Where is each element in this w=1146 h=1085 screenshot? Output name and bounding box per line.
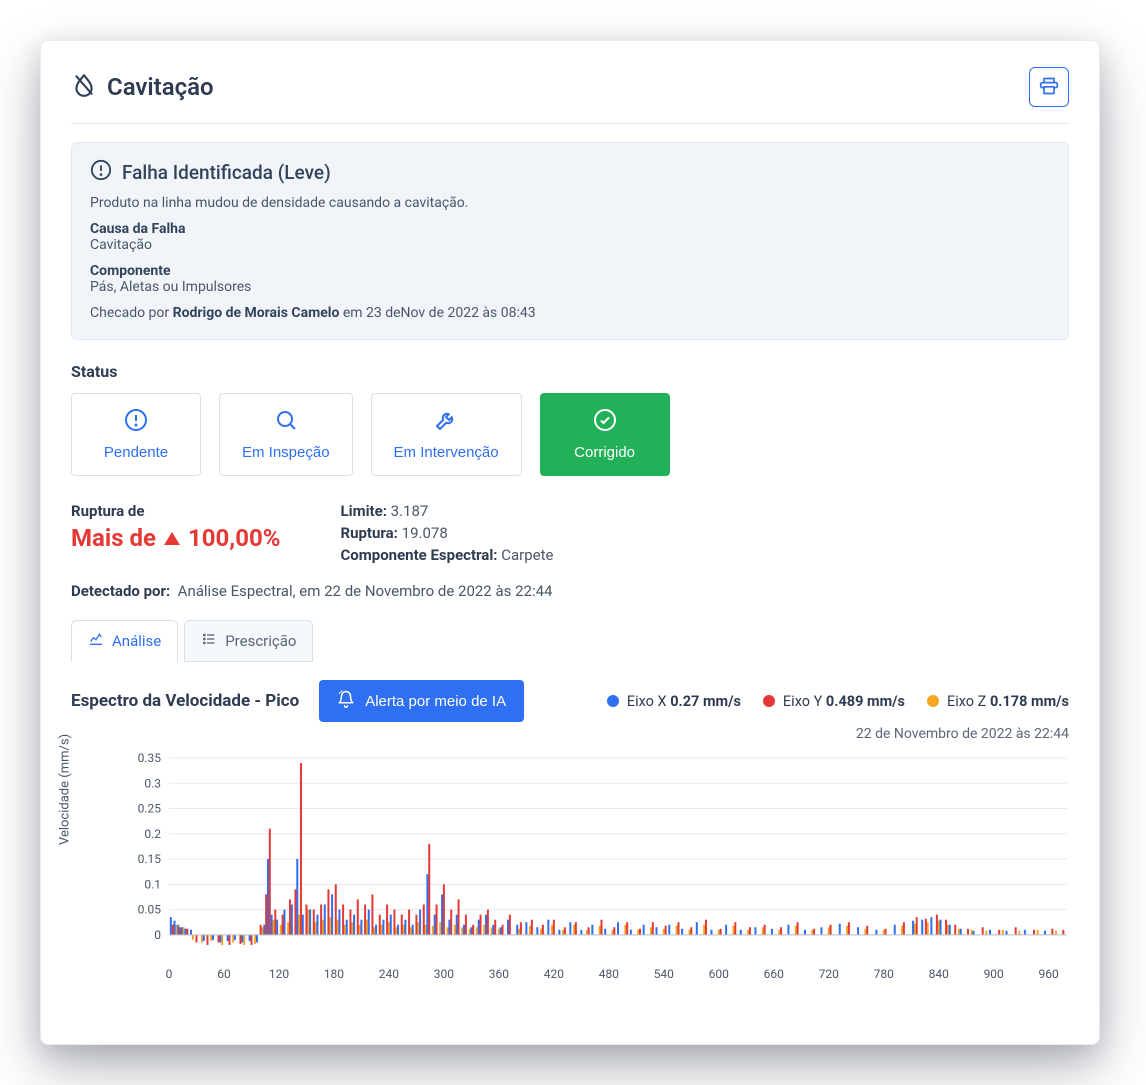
svg-text:660: 660	[764, 967, 784, 981]
tab-prescricao[interactable]: Prescrição	[184, 620, 313, 662]
alert-circle-icon	[90, 159, 112, 185]
chart-header: Espectro da Velocidade - Pico Alerta por…	[71, 680, 1069, 722]
svg-text:360: 360	[489, 967, 509, 981]
status-intervencao[interactable]: Em Intervenção	[371, 393, 522, 476]
status-pendente[interactable]: Pendente	[71, 393, 201, 476]
status-corrigido[interactable]: Corrigido	[540, 393, 670, 476]
detected-by: Detectado por: Análise Espectral, em 22 …	[71, 582, 1069, 600]
limit-values: Limite: 3.187 Ruptura: 19.078 Componente E…	[340, 502, 553, 568]
svg-text:60: 60	[217, 967, 231, 981]
metric-kv: Ruptura: 19.078	[340, 524, 553, 542]
print-icon	[1039, 76, 1059, 99]
status-label: Em Intervenção	[394, 444, 499, 461]
ruptura-label: Ruptura de	[71, 502, 280, 520]
svg-text:0: 0	[166, 967, 173, 981]
tabs-row: AnálisePrescrição	[71, 620, 1069, 662]
status-inspecao[interactable]: Em Inspeção	[219, 393, 353, 476]
fault-info-panel: Falha Identificada (Leve) Produto na lin…	[71, 142, 1069, 340]
clock-icon	[124, 408, 148, 436]
chart-line-icon	[88, 631, 104, 651]
tab-analise[interactable]: Análise	[71, 620, 178, 662]
chart-timestamp: 22 de Novembro de 2022 às 22:44	[71, 726, 1069, 742]
panel-description: Produto na linha mudou de densidade caus…	[90, 195, 1050, 211]
svg-text:720: 720	[819, 967, 839, 981]
status-label: Em Inspeção	[242, 444, 330, 461]
status-row: Pendente Em Inspeção Em Intervenção Corrigi…	[71, 393, 1069, 476]
droplet-off-icon	[71, 72, 97, 102]
svg-text:0.05: 0.05	[138, 903, 162, 917]
svg-text:840: 840	[929, 967, 949, 981]
status-label: Corrigido	[574, 444, 635, 461]
metrics-row: Ruptura de Mais de 100,00% Limite: 3.187…	[71, 502, 1069, 568]
chart-ylabel: Velocidade (mm/s)	[58, 734, 73, 845]
svg-text:540: 540	[654, 967, 674, 981]
svg-text:420: 420	[544, 967, 564, 981]
legend-item: Eixo Z 0.178 mm/s	[927, 693, 1069, 710]
check-icon	[593, 408, 617, 436]
legend-dot	[927, 695, 939, 707]
spectrum-chart: 0 0.05 0.1 0.15 0.2 0.25 0.3 0.35 0 60 120 180 240 30…	[71, 750, 1071, 1010]
page-title: Cavitação	[107, 73, 214, 101]
svg-text:0.3: 0.3	[144, 776, 161, 790]
cause-value: Cavitação	[90, 237, 1050, 253]
legend-item: Eixo X 0.27 mm/s	[607, 693, 741, 710]
svg-text:0.15: 0.15	[138, 852, 162, 866]
legend-item: Eixo Y 0.489 mm/s	[763, 693, 905, 710]
legend-dot	[607, 695, 619, 707]
header: Cavitação	[71, 67, 1069, 124]
svg-text:240: 240	[379, 967, 399, 981]
svg-text:0.35: 0.35	[138, 751, 162, 765]
svg-text:0.25: 0.25	[138, 802, 162, 816]
svg-text:480: 480	[599, 967, 619, 981]
list-icon	[201, 631, 217, 651]
print-button[interactable]	[1029, 67, 1069, 107]
component-value: Pás, Aletas ou Impulsores	[90, 279, 1050, 295]
svg-text:960: 960	[1039, 967, 1059, 981]
chart-title: Espectro da Velocidade - Pico	[71, 691, 299, 711]
legend-dot	[763, 695, 775, 707]
svg-text:0: 0	[154, 928, 161, 942]
svg-text:300: 300	[434, 967, 454, 981]
ai-alert-button[interactable]: Alerta por meio de IA	[319, 680, 524, 722]
bell-icon	[337, 690, 355, 712]
component-label: Componente	[90, 263, 1050, 279]
cause-label: Causa da Falha	[90, 221, 1050, 237]
triangle-up-icon	[164, 532, 180, 545]
search-icon	[274, 408, 298, 436]
svg-text:0.1: 0.1	[144, 877, 161, 891]
svg-text:780: 780	[874, 967, 894, 981]
status-section-label: Status	[71, 362, 1069, 381]
svg-text:0.2: 0.2	[144, 827, 161, 841]
main-card: Cavitação Falha Identificada (Leve) Prod…	[40, 40, 1100, 1045]
svg-text:600: 600	[709, 967, 729, 981]
svg-text:900: 900	[984, 967, 1004, 981]
svg-text:180: 180	[324, 967, 344, 981]
checked-by: Checado por Rodrigo de Morais Camelo em …	[90, 305, 1050, 321]
ruptura-value: Mais de 100,00%	[71, 524, 280, 552]
chart-container: Velocidade (mm/s) 00.050.10.150.20.250.3…	[71, 750, 1069, 1014]
wrench-icon	[434, 408, 458, 436]
metric-kv: Limite: 3.187	[340, 502, 553, 520]
panel-title: Falha Identificada (Leve)	[122, 161, 331, 184]
metric-kv: Componente Espectral: Carpete	[340, 546, 553, 564]
chart-legend: Eixo X 0.27 mm/s Eixo Y 0.489 mm/s Eixo Z …	[607, 693, 1069, 710]
svg-text:120: 120	[269, 967, 289, 981]
status-label: Pendente	[104, 444, 168, 461]
